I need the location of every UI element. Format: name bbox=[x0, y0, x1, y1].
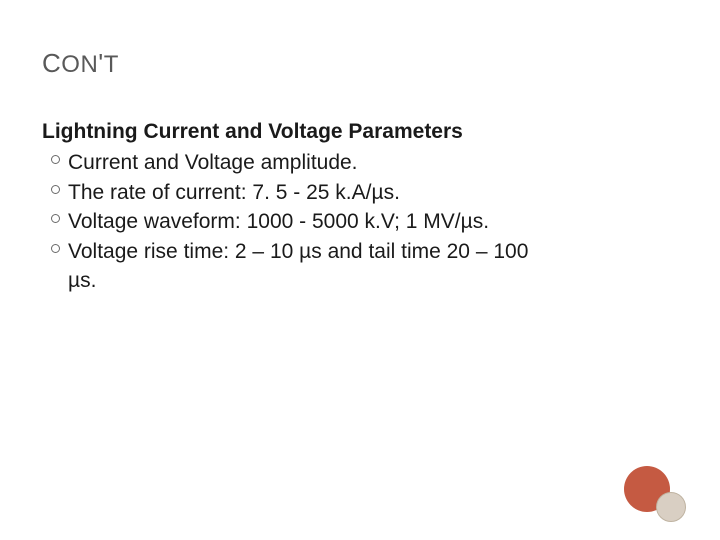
bullet-icon bbox=[51, 185, 60, 194]
list-item: Voltage waveform: 1000 - 5000 k.V; 1 MV/… bbox=[42, 207, 678, 236]
list-item: The rate of current: 7. 5 - 25 k.A/µs. bbox=[42, 178, 678, 207]
title-on: ON bbox=[61, 51, 98, 78]
bullet-icon bbox=[51, 214, 60, 223]
title-t: T bbox=[104, 51, 119, 78]
slide-title: CON'T bbox=[42, 48, 678, 79]
bullet-col bbox=[42, 178, 68, 194]
wrapped-line: µs. bbox=[42, 266, 678, 295]
bullet-col bbox=[42, 148, 68, 164]
bullet-icon bbox=[51, 244, 60, 253]
title-char-c: C bbox=[42, 48, 61, 78]
bullet-col bbox=[42, 207, 68, 223]
body: Lightning Current and Voltage Parameters… bbox=[42, 117, 678, 295]
slide: CON'T Lightning Current and Voltage Para… bbox=[0, 0, 720, 540]
list-item: Voltage rise time: 2 – 10 µs and tail ti… bbox=[42, 237, 678, 266]
bullet-col bbox=[42, 237, 68, 253]
bullet-icon bbox=[51, 155, 60, 164]
list-item-text: Voltage waveform: 1000 - 5000 k.V; 1 MV/… bbox=[68, 207, 678, 236]
list-item-text: The rate of current: 7. 5 - 25 k.A/µs. bbox=[68, 178, 678, 207]
list-item: Current and Voltage amplitude. bbox=[42, 148, 678, 177]
accent-circle-small bbox=[656, 492, 686, 522]
list-item-text: Voltage rise time: 2 – 10 µs and tail ti… bbox=[68, 237, 678, 266]
list-item-text: Current and Voltage amplitude. bbox=[68, 148, 678, 177]
body-subhead: Lightning Current and Voltage Parameters bbox=[42, 117, 678, 146]
